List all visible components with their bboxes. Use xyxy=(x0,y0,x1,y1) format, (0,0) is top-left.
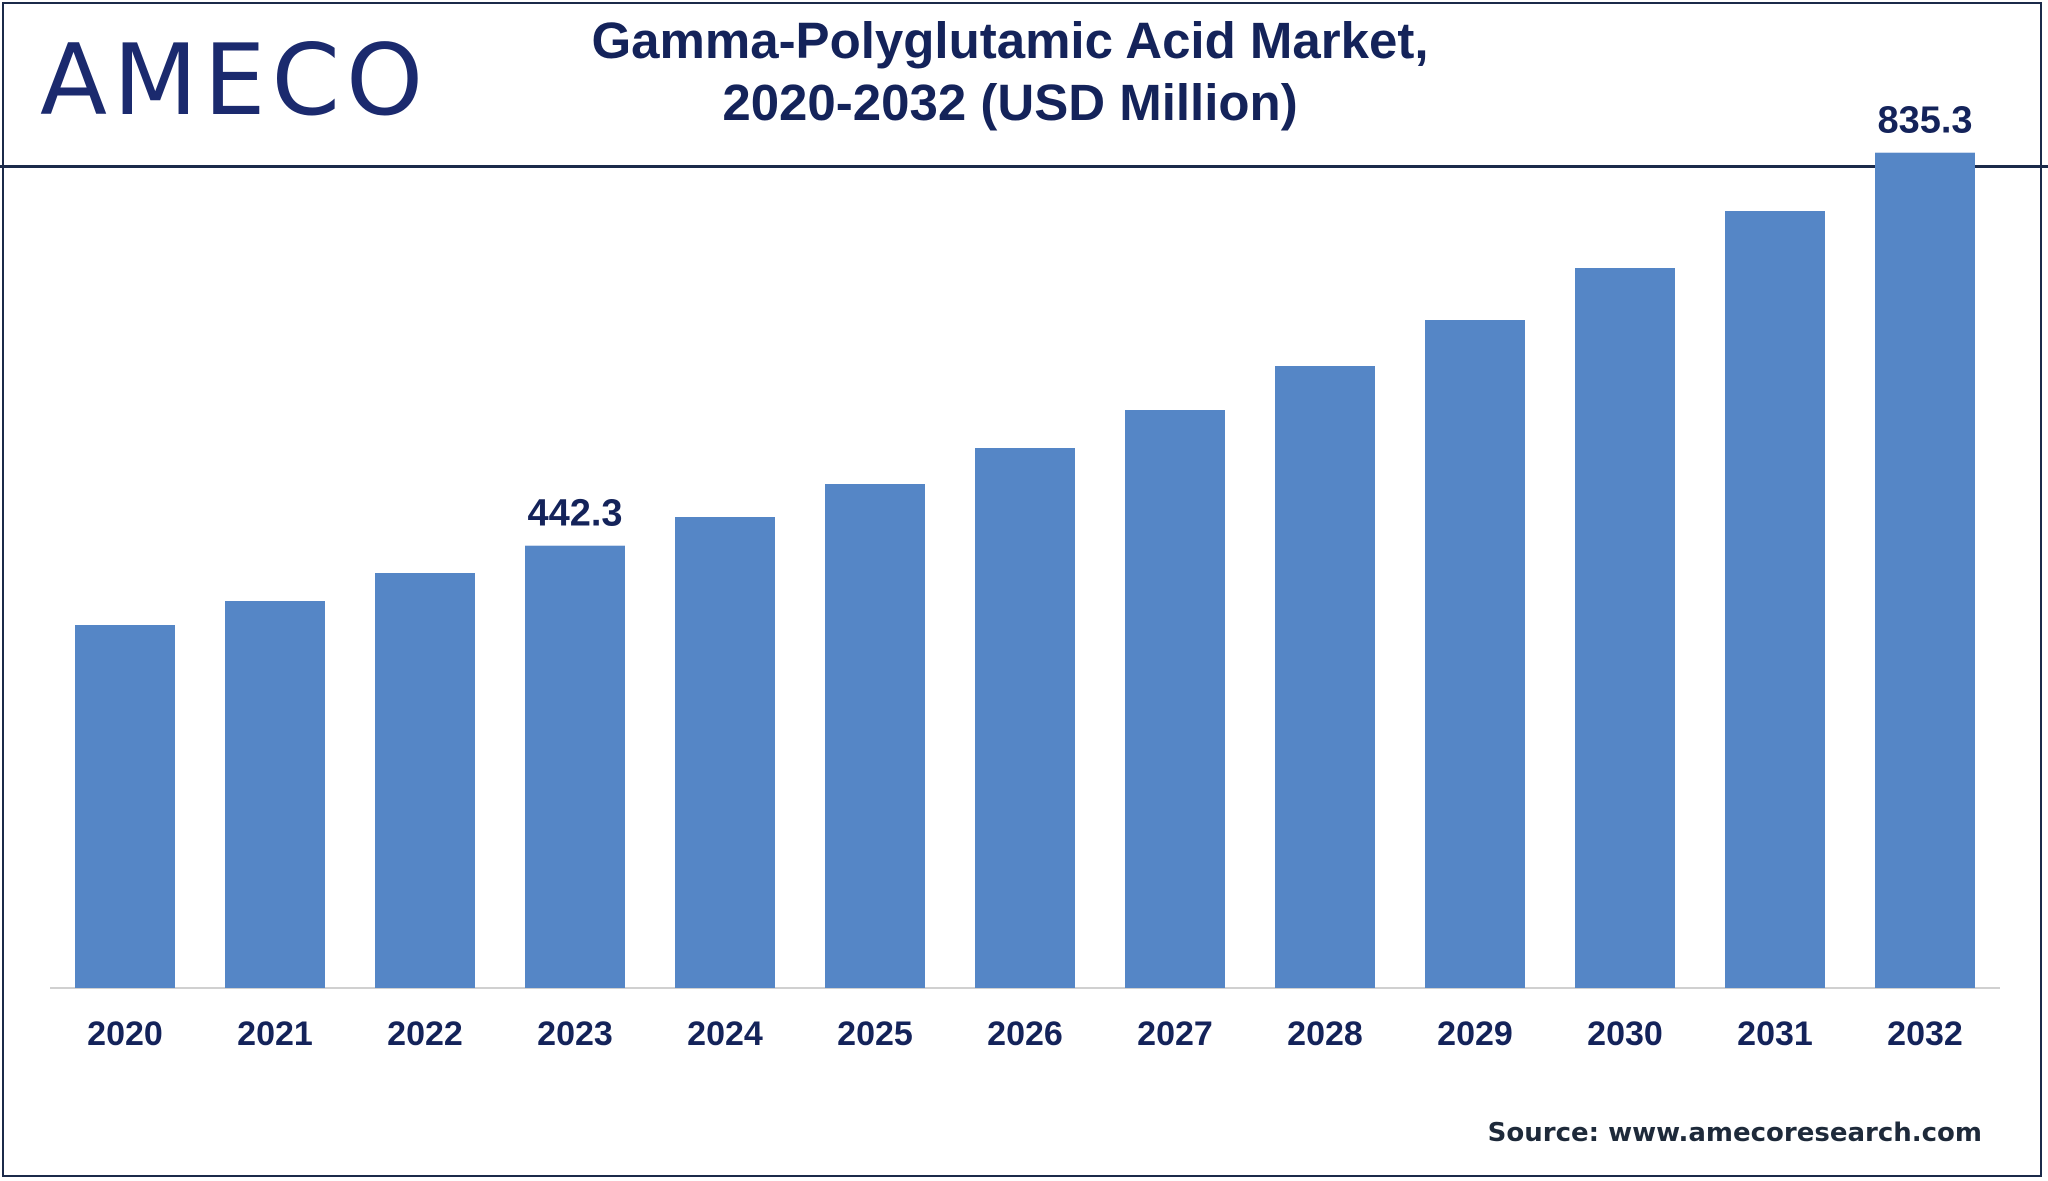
bar-2030 xyxy=(1575,268,1675,988)
bar-2020 xyxy=(75,625,175,988)
x-tick-label-2031: 2031 xyxy=(1737,1015,1813,1053)
source-note: Source: www.amecoresearch.com xyxy=(1487,1118,1982,1148)
x-tick-label-2026: 2026 xyxy=(987,1015,1063,1053)
bar-2021 xyxy=(225,601,325,988)
bar-2026 xyxy=(975,448,1075,988)
chart-title: Gamma-Polyglutamic Acid Market, 2020-203… xyxy=(460,10,1560,134)
ameco-logo: AMECO xyxy=(40,26,429,126)
x-tick-label-2028: 2028 xyxy=(1287,1015,1363,1053)
x-tick-label-2023: 2023 xyxy=(537,1015,613,1053)
data-label-2032: 835.3 xyxy=(1877,100,1972,142)
chart-title-line1: Gamma-Polyglutamic Acid Market, xyxy=(591,12,1429,69)
bar-2028 xyxy=(1275,366,1375,988)
bar-2027 xyxy=(1125,410,1225,988)
chart-title-line2: 2020-2032 (USD Million) xyxy=(722,74,1298,131)
x-tick-label-2021: 2021 xyxy=(237,1015,313,1053)
bar-2022 xyxy=(375,573,475,988)
bar-2029 xyxy=(1425,320,1525,988)
bar-2023 xyxy=(525,545,625,988)
x-tick-label-2029: 2029 xyxy=(1437,1015,1513,1053)
x-tick-label-2025: 2025 xyxy=(837,1015,913,1053)
bar-2024 xyxy=(675,517,775,988)
x-tick-label-2020: 2020 xyxy=(87,1015,163,1053)
x-tick-label-2027: 2027 xyxy=(1137,1015,1213,1053)
x-tick-label-2024: 2024 xyxy=(687,1015,763,1053)
bar-2031 xyxy=(1725,211,1825,988)
x-tick-label-2030: 2030 xyxy=(1587,1015,1663,1053)
data-label-2023: 442.3 xyxy=(527,493,622,535)
header-divider xyxy=(0,165,2048,168)
svg-text:AMECO: AMECO xyxy=(40,26,429,126)
x-tick-label-2022: 2022 xyxy=(387,1015,463,1053)
bar-2032 xyxy=(1875,152,1975,988)
bar-2025 xyxy=(825,484,925,988)
x-tick-label-2032: 2032 xyxy=(1887,1015,1963,1053)
